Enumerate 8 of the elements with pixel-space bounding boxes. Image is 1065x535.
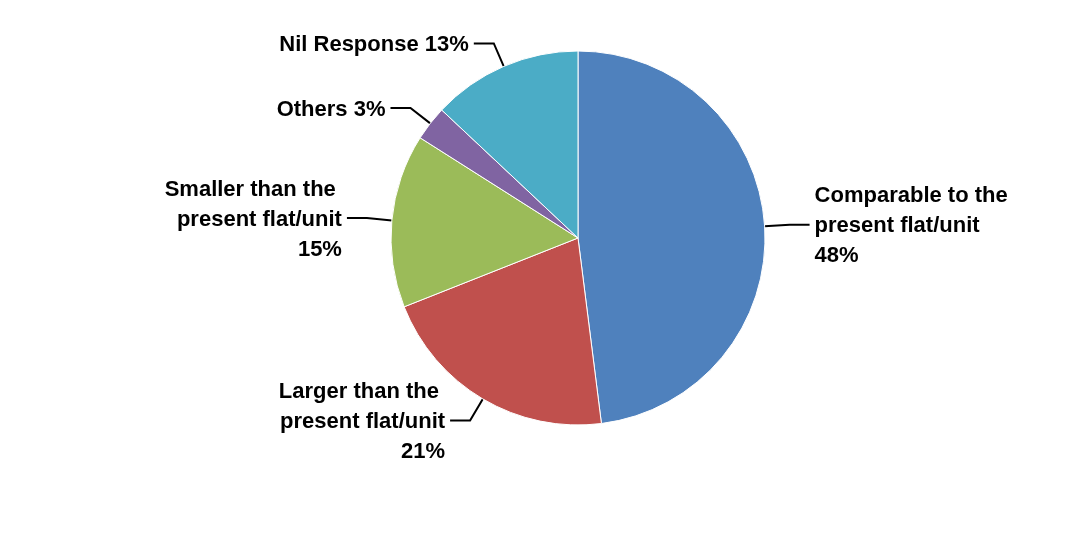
- data-label: 48%: [814, 242, 859, 268]
- data-label: 21%: [401, 437, 446, 463]
- slice-label: Smaller than the present flat/unit: [164, 175, 343, 231]
- slice-label: Larger than the present flat/unit: [278, 377, 446, 433]
- slice-label: Others 3%: [276, 95, 386, 121]
- data-label: 15%: [297, 235, 342, 261]
- slice-label: Nil Response 13%: [279, 30, 469, 56]
- slice-label: Comparable to the present flat/unit: [814, 182, 1014, 238]
